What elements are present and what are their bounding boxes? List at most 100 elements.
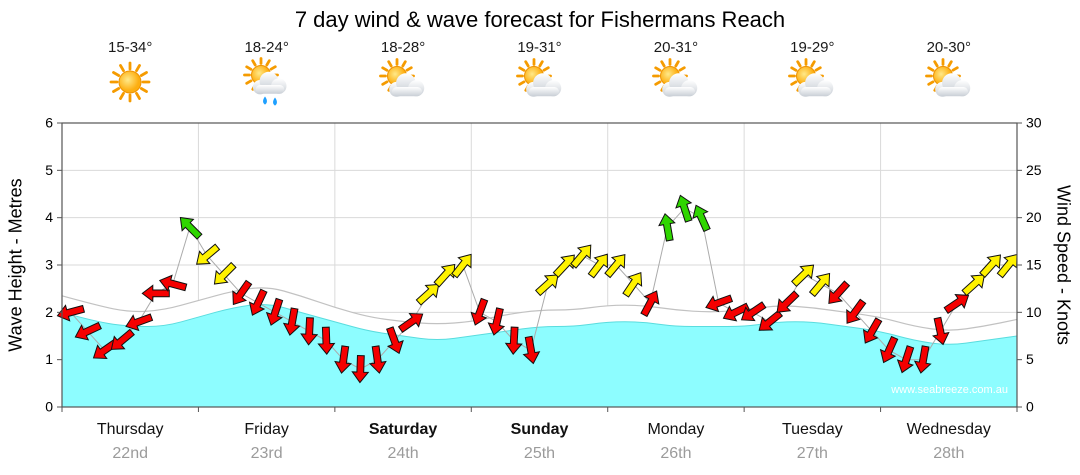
sun-cloud-icon bbox=[472, 56, 608, 113]
wind-arrow-icon bbox=[705, 294, 734, 313]
day-label-wednesday: Wednesday bbox=[906, 421, 991, 438]
wind-arrow-icon bbox=[828, 280, 851, 305]
wind-arrow-icon bbox=[433, 263, 456, 288]
wind-arrow-icon bbox=[368, 345, 387, 374]
wind-arrow-icon bbox=[487, 307, 506, 336]
wind-arrow-icon bbox=[879, 335, 899, 364]
sunny-icon bbox=[62, 56, 198, 113]
date-label: 25th bbox=[523, 445, 556, 462]
wind-arrow-icon bbox=[932, 316, 950, 346]
wind-arrow-icon bbox=[232, 279, 253, 306]
wind-arrow-icon bbox=[622, 272, 643, 298]
date-label: 23rd bbox=[250, 445, 283, 462]
wind-arrow-icon bbox=[943, 294, 970, 314]
temperature-range: 15-34° bbox=[108, 39, 153, 56]
day-label-saturday: Saturday bbox=[368, 421, 438, 438]
sun-cloud-icon bbox=[881, 56, 1017, 113]
date-label: 26th bbox=[660, 445, 692, 462]
wind-arrow-icon bbox=[808, 272, 831, 298]
wind-arrow-icon bbox=[846, 298, 867, 324]
wind-arrow-icon bbox=[996, 253, 1018, 279]
chart-title: 7 day wind & wave forecast for Fisherman… bbox=[294, 7, 786, 32]
wind-arrow-icon bbox=[776, 290, 800, 313]
wind-arrow-icon bbox=[604, 254, 626, 279]
wind-arrow-icon bbox=[658, 212, 676, 242]
wind-arrow-icon bbox=[56, 304, 86, 322]
wind-arrow-icon bbox=[334, 345, 352, 374]
svg-text:3: 3 bbox=[45, 257, 53, 273]
date-label: 27th bbox=[796, 445, 828, 462]
svg-text:6: 6 bbox=[45, 115, 53, 131]
temperature-range: 19-31° bbox=[517, 39, 562, 56]
wind-arrow-icon bbox=[470, 297, 489, 326]
wind-arrow-icon bbox=[265, 297, 284, 326]
svg-text:25: 25 bbox=[1026, 162, 1042, 178]
wind-arrow-icon bbox=[675, 194, 693, 223]
wind-arrow-icon bbox=[74, 321, 102, 341]
wind-arrow-icon bbox=[213, 261, 237, 285]
wind-arrow-icon bbox=[961, 274, 986, 297]
date-label: 22nd bbox=[112, 445, 148, 462]
svg-text:0: 0 bbox=[1026, 399, 1034, 415]
svg-text:20: 20 bbox=[1026, 209, 1042, 225]
wind-arrow-icon bbox=[248, 288, 268, 316]
day-label-friday: Friday bbox=[244, 421, 289, 438]
watermark: www.seabreeze.com.au bbox=[890, 384, 1008, 396]
day-label-monday: Monday bbox=[647, 421, 705, 438]
wind-arrow-icon bbox=[913, 345, 932, 374]
day-label-tuesday: Tuesday bbox=[781, 421, 843, 438]
wind-arrow-icon bbox=[791, 264, 815, 288]
sun-cloud-icon bbox=[608, 56, 744, 113]
wind-arrow-icon bbox=[740, 301, 767, 322]
svg-text:15: 15 bbox=[1026, 257, 1042, 273]
sun-cloud-icon bbox=[335, 56, 471, 113]
wind-arrow-icon bbox=[979, 254, 1001, 279]
temperature-range: 20-30° bbox=[926, 39, 971, 56]
wind-arrow-icon bbox=[570, 244, 592, 269]
svg-text:5: 5 bbox=[45, 162, 53, 178]
wind-arrow-icon bbox=[351, 354, 370, 384]
wind-arrow-icon bbox=[397, 312, 424, 334]
svg-text:0: 0 bbox=[45, 399, 53, 415]
temperature-range: 18-28° bbox=[380, 39, 426, 56]
wind-arrow-icon bbox=[522, 335, 541, 365]
wind-arrow-icon bbox=[862, 317, 883, 344]
wind-arrow-icon bbox=[386, 326, 404, 355]
svg-text:30: 30 bbox=[1026, 115, 1042, 131]
date-label: 24th bbox=[387, 445, 419, 462]
wind-arrow-icon bbox=[692, 204, 711, 233]
wind-arrow-icon bbox=[158, 274, 188, 292]
svg-text:10: 10 bbox=[1026, 304, 1042, 320]
wind-arrow-icon bbox=[504, 326, 523, 356]
temperature-range: 19-29° bbox=[790, 39, 835, 56]
wind-arrow-icon bbox=[282, 307, 301, 336]
wind-arrow-icon bbox=[317, 326, 336, 356]
wind-arrow-icon bbox=[640, 290, 660, 318]
day-label-thursday: Thursday bbox=[96, 421, 164, 438]
svg-text:2: 2 bbox=[45, 304, 53, 320]
wind-arrow-icon bbox=[896, 345, 915, 374]
wind-arrow-icon bbox=[125, 313, 154, 332]
temperature-range: 20-31° bbox=[653, 39, 699, 56]
wind-arrow-icon bbox=[141, 284, 170, 303]
wind-arrow-icon bbox=[552, 254, 575, 278]
svg-text:4: 4 bbox=[45, 209, 53, 225]
wind-arrow-icon bbox=[110, 328, 135, 350]
sun-cloud-rain-icon bbox=[199, 56, 335, 113]
wind-arrow-icon bbox=[179, 216, 203, 240]
svg-text:1: 1 bbox=[45, 351, 53, 367]
sun-cloud-icon bbox=[744, 56, 880, 113]
day-label-sunday: Sunday bbox=[510, 421, 569, 438]
svg-text:5: 5 bbox=[1026, 351, 1034, 367]
wind-arrow-icon bbox=[196, 243, 221, 265]
date-label: 28th bbox=[933, 445, 965, 462]
wind-arrow-icon bbox=[451, 253, 472, 279]
wind-arrow-icon bbox=[300, 317, 319, 346]
wind-arrow-icon bbox=[534, 274, 559, 297]
temperature-range: 18-24° bbox=[244, 39, 289, 56]
wind-arrow-icon bbox=[758, 309, 784, 331]
wind-arrow-icon bbox=[587, 253, 608, 279]
wind-arrow-icon bbox=[722, 302, 750, 322]
